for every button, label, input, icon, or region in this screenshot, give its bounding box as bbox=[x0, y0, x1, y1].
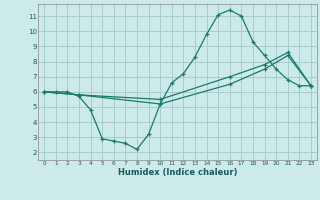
X-axis label: Humidex (Indice chaleur): Humidex (Indice chaleur) bbox=[118, 168, 237, 177]
